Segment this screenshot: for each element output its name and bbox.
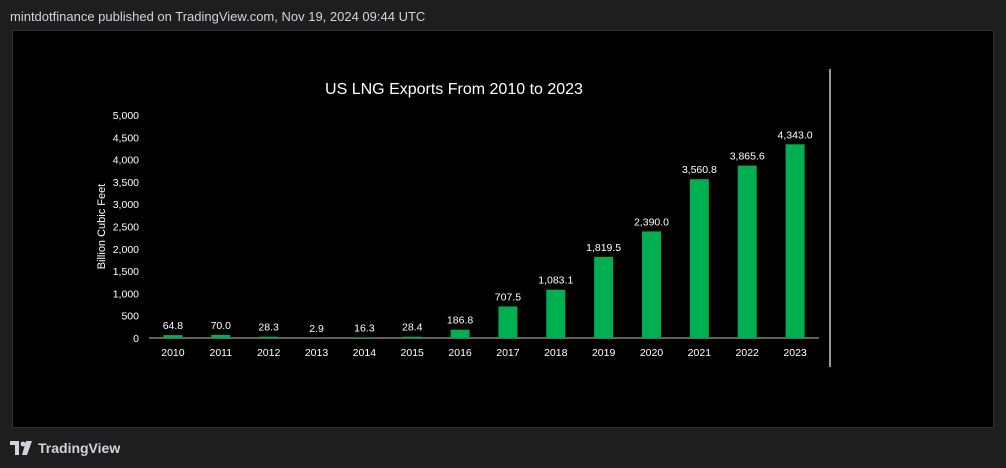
data-label: 4,343.0 (778, 129, 813, 141)
x-tick-label: 2012 (257, 347, 281, 359)
x-tick-label: 2019 (592, 347, 616, 359)
x-tick-label: 2022 (736, 347, 760, 359)
y-tick-label: 2,500 (113, 222, 139, 234)
data-label: 64.8 (163, 320, 184, 332)
data-label: 1,819.5 (586, 242, 621, 254)
x-tick-label: 2013 (305, 347, 329, 359)
data-label: 28.4 (402, 322, 423, 334)
bar (354, 337, 374, 338)
footer: TradingView (10, 440, 120, 456)
bar (498, 306, 518, 338)
bar (546, 289, 566, 338)
bar (737, 165, 757, 338)
y-tick-label: 3,500 (113, 177, 139, 189)
bar (689, 179, 709, 338)
y-tick-label: 2,000 (113, 244, 139, 256)
x-tick-label: 2023 (783, 347, 807, 359)
bar (402, 336, 422, 338)
bar (259, 336, 279, 338)
data-label: 16.3 (354, 322, 375, 334)
data-label: 1,083.1 (538, 275, 573, 287)
y-tick-label: 3,000 (113, 199, 139, 211)
x-tick-label: 2011 (209, 347, 232, 359)
bar (594, 256, 614, 338)
bar (163, 335, 183, 338)
bar (642, 231, 661, 338)
x-tick-label: 2010 (161, 347, 185, 359)
y-tick-label: 1,000 (113, 288, 139, 300)
data-label: 707.5 (495, 291, 521, 303)
x-tick-label: 2020 (640, 347, 664, 359)
y-tick-label: 4,500 (113, 132, 139, 144)
chart-title: US LNG Exports From 2010 to 2023 (325, 81, 583, 98)
data-label: 2.9 (309, 323, 324, 335)
data-label: 70.0 (211, 320, 232, 332)
tradingview-brand[interactable]: TradingView (38, 440, 121, 456)
chart-frame: US LNG Exports From 2010 to 2023 Billion … (12, 30, 994, 428)
y-tick-label: 500 (121, 311, 139, 323)
bar (211, 334, 231, 338)
x-tick-label: 2021 (688, 347, 712, 359)
bar-chart: US LNG Exports From 2010 to 2023 Billion … (96, 69, 831, 367)
tradingview-logo-icon[interactable] (10, 441, 32, 455)
x-tick-label: 2014 (353, 347, 377, 359)
x-tick-label: 2017 (496, 347, 520, 359)
data-label: 28.3 (258, 322, 279, 334)
y-tick-label: 0 (133, 333, 139, 345)
data-label: 186.8 (447, 315, 473, 327)
x-tick-label: 2015 (401, 347, 425, 359)
y-tick-label: 1,500 (113, 266, 139, 278)
bar (450, 329, 470, 338)
y-tick-label: 5,000 (113, 110, 139, 122)
y-tick-label: 4,000 (113, 155, 139, 167)
data-label: 2,390.0 (634, 216, 669, 228)
x-tick-label: 2016 (448, 347, 472, 359)
bar (785, 144, 805, 338)
data-label: 3,560.8 (682, 164, 717, 176)
data-label: 3,865.6 (730, 151, 765, 163)
y-axis-label: Billion Cubic Feet (96, 184, 108, 270)
publish-info: mintdotfinance published on TradingView.… (10, 9, 426, 24)
x-tick-label: 2018 (544, 347, 568, 359)
